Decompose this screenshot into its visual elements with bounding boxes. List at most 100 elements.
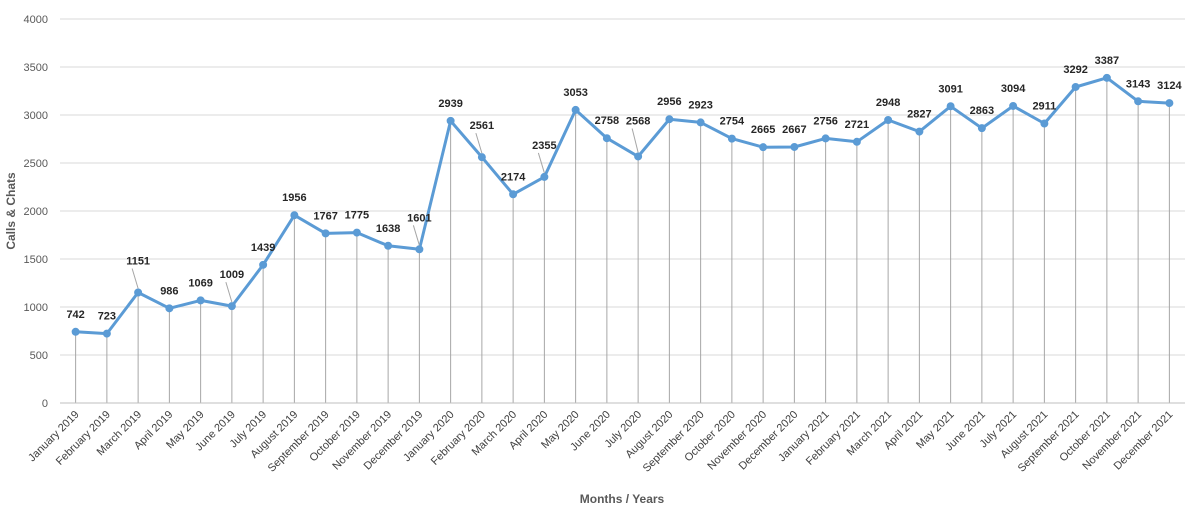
data-label: 2665 bbox=[751, 124, 775, 136]
data-label: 986 bbox=[160, 285, 178, 297]
data-point bbox=[134, 288, 143, 297]
data-label: 1638 bbox=[376, 223, 400, 235]
data-point bbox=[884, 115, 893, 124]
data-label: 1069 bbox=[188, 277, 212, 289]
data-label: 2827 bbox=[907, 109, 931, 121]
data-point bbox=[196, 296, 205, 305]
leader-line bbox=[131, 268, 139, 289]
data-point bbox=[977, 124, 986, 133]
leader-line bbox=[225, 281, 233, 303]
y-tick-label: 1500 bbox=[24, 254, 48, 266]
data-point bbox=[446, 116, 455, 125]
data-point bbox=[727, 134, 736, 143]
data-point bbox=[1134, 97, 1143, 106]
data-label: 2911 bbox=[1032, 101, 1056, 113]
series-line bbox=[75, 76, 1170, 336]
data-label: 1009 bbox=[220, 269, 244, 281]
series-polyline bbox=[75, 76, 1170, 336]
data-point bbox=[1102, 73, 1111, 82]
leader-lines bbox=[131, 128, 639, 303]
data-label: 1151 bbox=[126, 256, 150, 268]
x-tick-label: February 2020 bbox=[429, 409, 488, 468]
data-point bbox=[946, 102, 955, 111]
data-point bbox=[321, 229, 330, 238]
y-tick-label: 500 bbox=[30, 350, 48, 362]
data-point bbox=[227, 302, 236, 311]
leader-line bbox=[412, 225, 420, 246]
leader-line bbox=[475, 133, 483, 154]
leader-line bbox=[631, 128, 639, 153]
data-label: 2948 bbox=[876, 97, 900, 109]
data-point bbox=[71, 327, 80, 336]
data-label: 742 bbox=[66, 309, 84, 321]
data-points bbox=[71, 73, 1174, 338]
data-point bbox=[571, 105, 580, 114]
x-tick-label: December 2021 bbox=[1112, 409, 1176, 473]
data-label: 1775 bbox=[345, 210, 369, 222]
data-label: 1767 bbox=[313, 210, 337, 222]
data-point bbox=[165, 304, 174, 313]
data-point bbox=[1071, 82, 1080, 91]
data-point bbox=[790, 142, 799, 151]
data-label: 1601 bbox=[407, 212, 431, 224]
drop-lines bbox=[75, 77, 1170, 403]
y-tick-label: 3000 bbox=[24, 110, 48, 122]
data-label: 2939 bbox=[438, 98, 462, 110]
data-label: 2174 bbox=[501, 171, 526, 183]
data-point bbox=[1040, 119, 1049, 128]
data-label: 3292 bbox=[1063, 64, 1087, 76]
data-label: 2754 bbox=[720, 116, 745, 128]
data-point bbox=[1165, 99, 1174, 108]
data-point bbox=[290, 211, 299, 220]
data-label: 2568 bbox=[626, 115, 650, 127]
gridlines bbox=[60, 18, 1185, 404]
data-point bbox=[352, 228, 361, 237]
data-label: 3094 bbox=[1001, 83, 1026, 95]
data-point bbox=[665, 115, 674, 124]
x-tick-label: February 2019 bbox=[54, 409, 113, 468]
data-point bbox=[821, 134, 830, 143]
data-point bbox=[540, 172, 549, 181]
data-point bbox=[602, 134, 611, 143]
data-label: 3143 bbox=[1126, 78, 1150, 90]
y-tick-label: 4000 bbox=[24, 14, 48, 26]
data-label: 2956 bbox=[657, 96, 681, 108]
y-tick-label: 1000 bbox=[24, 302, 48, 314]
data-label: 3124 bbox=[1157, 80, 1182, 92]
y-axis-title: Calls & Chats bbox=[4, 172, 18, 250]
data-labels: 742 723 1151 986 1069 1009 1439 1956 1767 1775 163… bbox=[66, 55, 1182, 323]
data-point bbox=[634, 152, 643, 161]
data-point bbox=[852, 137, 861, 146]
data-label: 3387 bbox=[1095, 55, 1119, 67]
data-point bbox=[477, 153, 486, 162]
leader-line bbox=[537, 152, 545, 174]
data-label: 2758 bbox=[595, 115, 619, 127]
data-point bbox=[915, 127, 924, 136]
y-axis-ticks: 0 500 1000 1500 2000 2500 3000 3500 4000 bbox=[24, 14, 48, 410]
data-point bbox=[259, 260, 268, 269]
data-label: 723 bbox=[98, 311, 116, 323]
data-label: 2667 bbox=[782, 124, 806, 136]
data-label: 2721 bbox=[845, 119, 869, 131]
data-point bbox=[415, 245, 424, 254]
data-label: 2355 bbox=[532, 140, 556, 152]
data-label: 2923 bbox=[688, 99, 712, 111]
data-label: 3053 bbox=[563, 87, 587, 99]
y-tick-label: 2000 bbox=[24, 206, 48, 218]
data-point bbox=[102, 329, 111, 338]
data-label: 1439 bbox=[251, 242, 275, 254]
y-tick-label: 2500 bbox=[24, 158, 48, 170]
data-label: 2863 bbox=[970, 105, 994, 117]
x-axis-title: Months / Years bbox=[580, 492, 665, 506]
data-label: 2561 bbox=[470, 120, 494, 132]
data-point bbox=[759, 143, 768, 152]
data-point bbox=[1009, 101, 1018, 110]
data-point bbox=[384, 241, 393, 250]
data-label: 2756 bbox=[813, 115, 837, 127]
y-tick-label: 0 bbox=[42, 398, 48, 410]
data-label: 1956 bbox=[282, 192, 306, 204]
x-tick-label: February 2021 bbox=[804, 409, 863, 468]
